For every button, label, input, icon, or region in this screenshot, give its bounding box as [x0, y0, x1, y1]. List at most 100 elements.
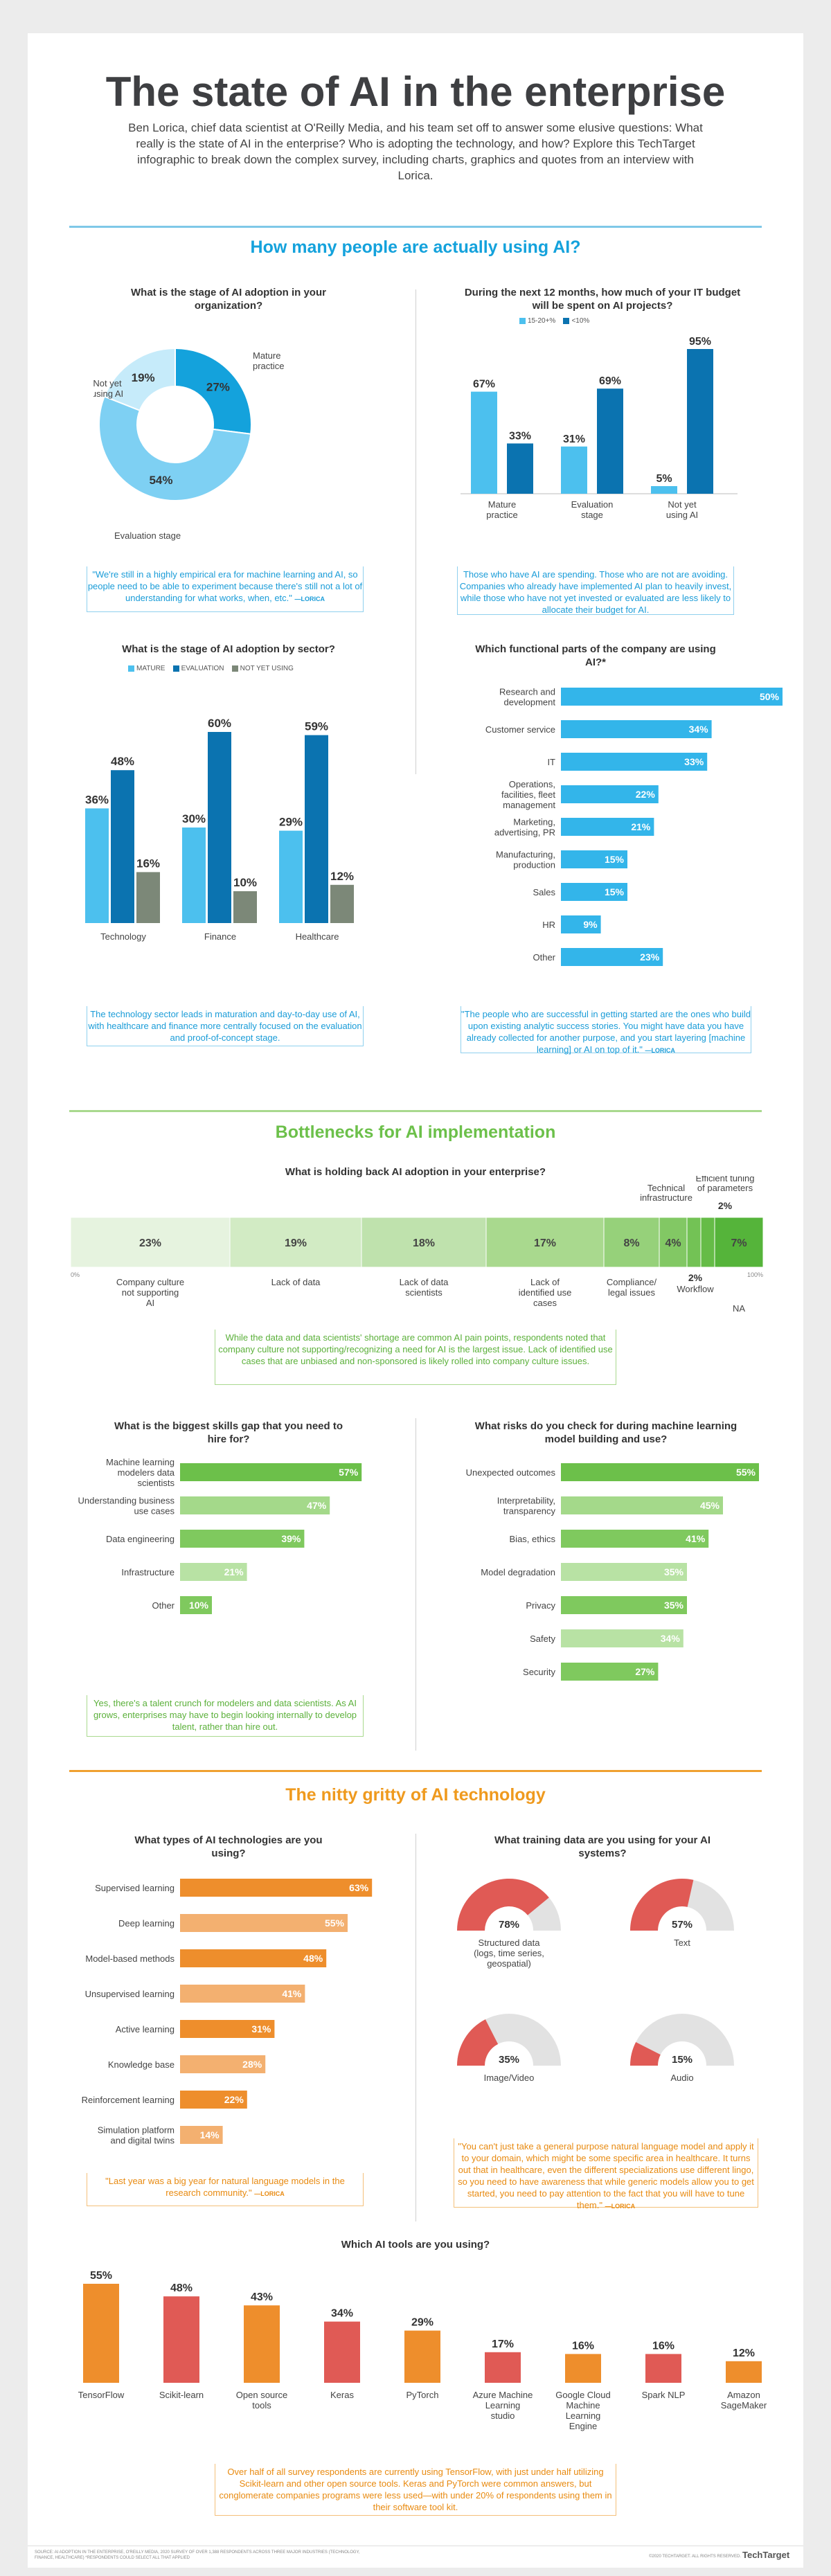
bar: [180, 2020, 275, 2038]
category-label: PyTorch: [406, 2390, 439, 2400]
bar-value-label: 16%: [136, 857, 160, 870]
gauge-fill: [457, 1879, 549, 1931]
category-label: Google Cloud Machine Learning Engine: [555, 2390, 611, 2431]
bar: [180, 1496, 330, 1514]
bar: [561, 1530, 709, 1548]
gauge-value-label: 35%: [499, 2054, 519, 2066]
segment-value-label: 18%: [413, 1237, 435, 1249]
category-label: Marketing, advertising, PR: [494, 817, 555, 838]
quote-sector: The technology sector leads in maturatio…: [87, 1006, 364, 1046]
pie-slice-1: [98, 395, 252, 501]
bar: [561, 818, 654, 836]
bar: [561, 753, 708, 771]
quote-tune: "You can't just take a general purpose n…: [454, 2138, 758, 2210]
bar: [561, 948, 663, 966]
bar: [180, 1949, 327, 1967]
category-label: Mature practice: [486, 499, 518, 520]
segment-value-label: 2%: [688, 1272, 703, 1283]
bar-value-label: 34%: [661, 1633, 681, 1644]
bar-value-label: 45%: [700, 1500, 720, 1511]
bar-value-label: 55%: [736, 1467, 756, 1478]
category-label: Unexpected outcomes: [466, 1467, 556, 1478]
quote-text: "You can't just take a general purpose n…: [458, 2141, 754, 2210]
gauge-fill: [630, 2041, 661, 2066]
infographic-card: The state of AI in the enterprise Ben Lo…: [28, 33, 803, 2568]
bar-value-label: 43%: [251, 2291, 273, 2303]
bar-value-label: 48%: [303, 1953, 323, 1964]
tools-bar-chart: 55% TensorFlow 48% Scikit-learn 43% Open sour…: [55, 2253, 776, 2460]
bar-value-label: 9%: [583, 919, 598, 930]
bar: [471, 391, 497, 494]
bar: [85, 808, 109, 923]
category-label: Other: [533, 952, 555, 963]
bar: [180, 1879, 373, 1897]
bar-value-label: 22%: [636, 789, 656, 800]
bar: [561, 1596, 687, 1614]
bar-value-label: 30%: [182, 812, 206, 825]
question-adoption-stage: What is the stage of AI adoption in your…: [131, 287, 326, 312]
bar: [561, 785, 659, 803]
category-label: Supervised learning: [95, 1883, 175, 1893]
bar: [651, 486, 677, 494]
pie-value-label: 54%: [149, 474, 172, 487]
pie-slice-2: [103, 347, 176, 412]
bar: [136, 872, 160, 923]
bar-value-label: 17%: [492, 2338, 514, 2350]
bar: [180, 1530, 305, 1548]
category-label: Customer service: [485, 724, 555, 735]
section-title-usage: How many people are actually using AI?: [250, 238, 581, 257]
bar-value-label: 63%: [349, 1882, 369, 1893]
category-label: Privacy: [526, 1600, 555, 1611]
category-label: Finance: [204, 931, 236, 942]
bar: [561, 1496, 723, 1514]
bar-value-label: 34%: [689, 724, 709, 735]
legend-label: <10%: [571, 317, 590, 325]
segment-name-label: Technical infrastructure: [640, 1183, 692, 1203]
segment-value-label: 19%: [285, 1237, 307, 1249]
question-by-sector: What is the stage of AI adoption by sect…: [122, 643, 335, 655]
legend-swatch: [519, 317, 526, 324]
segment-value-label: 7%: [731, 1237, 747, 1249]
bar-value-label: 21%: [224, 1566, 244, 1577]
segment-name-label: NA: [733, 1303, 745, 1314]
category-label: Reinforcement learning: [82, 2095, 175, 2105]
segment-name-label: Efficient tuning of parameters: [695, 1176, 754, 1193]
category-label: Technology: [100, 931, 146, 942]
bar-value-label: 33%: [509, 430, 531, 442]
category-label: Interpretability, transparency: [497, 1496, 556, 1517]
bar-value-label: 15%: [605, 854, 625, 865]
category-label: TensorFlow: [78, 2390, 125, 2400]
bar-value-label: 14%: [200, 2129, 220, 2140]
category-label: Sales: [533, 887, 555, 897]
bar-value-label: 10%: [233, 876, 257, 889]
bar: [180, 1985, 305, 2003]
category-label: Safety: [530, 1634, 555, 1644]
skills-bar-chart: 57% Machine learning modelers data scientis…: [55, 1456, 402, 1685]
stacked-segment: [603, 1217, 660, 1268]
segment-value-label: 8%: [623, 1237, 639, 1249]
bar: [180, 1596, 212, 1614]
legend-label: MATURE: [136, 665, 166, 672]
bar-value-label: 35%: [664, 1566, 684, 1577]
category-label: Understanding business use cases: [78, 1496, 175, 1517]
bar: [645, 2354, 681, 2383]
bar: [597, 388, 623, 494]
bar: [561, 446, 587, 494]
bar: [279, 830, 303, 923]
training-gauge-chart: 78% Structured data (logs, time series, geo…: [436, 1868, 789, 2131]
stacked-segment: [229, 1217, 362, 1268]
legend-label: 15-20+%: [528, 317, 556, 325]
legend-label: NOT YET USING: [240, 665, 294, 672]
bar: [180, 1563, 247, 1581]
category-label: Spark NLP: [642, 2390, 686, 2400]
bar-value-label: 21%: [631, 821, 651, 832]
footer-copyright: ©2020 TECHTARGET. ALL RIGHTS RESERVED.: [649, 2555, 741, 2559]
bar: [561, 1463, 759, 1481]
category-label: Operations, facilities, fleet management: [501, 779, 555, 810]
segment-name-label: Workflow: [677, 1284, 714, 1294]
question-skills: What is the biggest skills gap that you …: [114, 1420, 343, 1445]
bar: [324, 2321, 360, 2383]
bar: [208, 732, 231, 923]
quote-culture: While the data and data scientists' shor…: [215, 1330, 616, 1385]
question-holding-back: What is holding back AI adoption in your…: [285, 1166, 546, 1178]
